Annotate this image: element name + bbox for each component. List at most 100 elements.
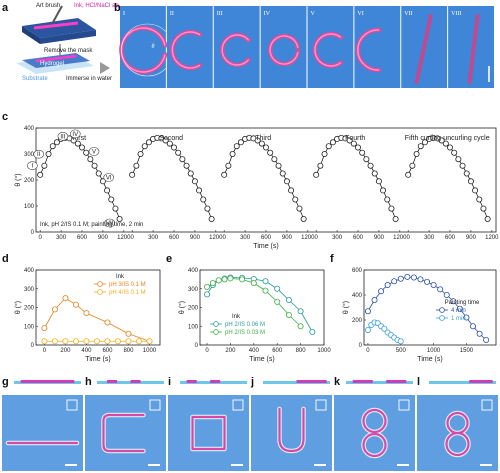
cycle-4-point: [392, 215, 399, 222]
series-2-point: [285, 311, 292, 318]
x-tick-label: 900: [282, 235, 293, 241]
straight-strip-8: [467, 14, 480, 84]
cycle-title-3: Third: [255, 135, 271, 142]
panel-a: a Art brush Ink, HCl/NaCl aq Remove the …: [2, 2, 119, 82]
cycle-5-point: [459, 162, 466, 169]
stage-label-1: I: [32, 164, 34, 170]
cycle-5-line: [407, 137, 489, 220]
inset-icon-l: [481, 399, 493, 411]
x-tick-label: 600: [261, 235, 272, 241]
curled-strip-highlight-4: [269, 35, 299, 65]
stage-label-3: III: [60, 134, 65, 140]
cycle-5-point: [472, 187, 479, 194]
y-tick-label: 100: [24, 324, 35, 330]
x-tick-label: 0: [131, 235, 135, 241]
mini-ink-h: [130, 380, 141, 383]
curled-strip-highlight-5: [314, 33, 342, 67]
stage-marker-4: [69, 129, 81, 139]
series-2-point: [397, 338, 404, 345]
series-1-point: [297, 308, 304, 315]
cycle-5-point: [438, 137, 445, 144]
photo-h: [85, 395, 166, 471]
y-tick-label: 200: [24, 178, 35, 184]
cycle-4-point: [317, 162, 324, 169]
cycle-title-4: Fourth: [345, 135, 365, 142]
x-tick-label: 0: [366, 348, 370, 354]
series-2-point: [381, 325, 388, 332]
panel-e: e 0 100 200 300 400 θ (°) 0 200 400 600 800 1000 Tim…: [166, 253, 331, 363]
y-tick-label: 200: [188, 306, 199, 312]
cycle-4-point: [359, 149, 366, 156]
cycle-2-line: [131, 137, 213, 220]
stage-marker-2: [33, 149, 45, 159]
art-brush-label: Art brush: [36, 3, 60, 9]
y-tick-label: 0: [31, 343, 35, 349]
cycle-3-point: [296, 205, 303, 212]
series-1-point: [470, 323, 477, 330]
cycle-4-point: [346, 137, 353, 144]
cycle-2-point: [196, 187, 203, 194]
bottom-photo-row: g h i j k l: [2, 376, 498, 471]
cycle-4-point: [384, 196, 391, 203]
curled-strip-highlight-3: [221, 34, 250, 66]
x-tick-label: 0: [315, 235, 319, 241]
legend-label-1: pH 2/IS 0.06 M: [225, 322, 265, 328]
cycle-1-point: [74, 140, 81, 147]
panel-label-j: j: [250, 376, 254, 388]
series-1-point: [384, 281, 391, 288]
cycle-2-point: [208, 215, 215, 222]
x-tick-label: 1000: [143, 348, 157, 354]
x-tick-label: 800: [123, 348, 134, 354]
x-tick-label: 0: [39, 235, 43, 241]
chart-note: Ink, pH 2/IS 0.1 M; painting time, 2 min: [40, 222, 143, 228]
x-tick-label: 0: [407, 235, 411, 241]
cycle-4-point: [321, 150, 328, 157]
cycle-1-point: [41, 162, 48, 169]
series-2-point: [364, 326, 371, 333]
y-axis-label: θ (°): [342, 301, 350, 314]
cycle-5-point: [480, 205, 487, 212]
cycle-1-point: [91, 162, 98, 169]
x-tick-label: 300: [424, 235, 435, 241]
x-tick-label: 900: [466, 235, 477, 241]
series-2-point: [62, 338, 69, 345]
cycle-3-point: [233, 143, 240, 150]
panel-label-e: e: [166, 253, 172, 265]
legend-label-2: 1 min: [451, 316, 466, 322]
series-2-point: [204, 283, 211, 290]
series-1-point: [430, 281, 437, 288]
x-tick-label: 300: [56, 235, 67, 241]
series-1-point: [364, 308, 371, 315]
series-1-point: [483, 336, 490, 343]
cycle-4-point: [325, 143, 332, 150]
y-tick-label: 400: [24, 268, 35, 274]
cycle-3-point: [275, 162, 282, 169]
x-tick-label: 500: [396, 348, 407, 354]
legend-marker-2: [97, 289, 103, 295]
series-1-point: [456, 305, 463, 312]
cycle-1-point: [87, 156, 94, 163]
mini-ink-g: [20, 380, 75, 383]
cycle-5-point: [421, 139, 428, 146]
panel-label-c: c: [2, 111, 8, 123]
series-1-point: [424, 278, 431, 285]
stage-marker-6: [103, 173, 115, 182]
mini-ink-i: [186, 380, 197, 383]
photo-b-label-2: II: [170, 11, 174, 17]
x-axis-label: Time (s): [417, 356, 442, 363]
cycle-4-point: [375, 178, 382, 185]
panel-f: f 0 200 400 600 θ (°) 0 500 1000 1500 Time (s) Pai…: [330, 253, 497, 363]
cycle-5-point: [476, 196, 483, 203]
curled-strip-highlight-6: [357, 29, 380, 71]
x-tick-label: 600: [102, 348, 113, 354]
series-2-point: [104, 338, 111, 345]
cycle-1-point: [83, 149, 90, 156]
panel-label-a: a: [2, 2, 9, 14]
straight-strip-7: [414, 14, 433, 84]
cycle-3-point: [237, 139, 244, 146]
mini-strip-l: [429, 381, 496, 384]
panel-label-b: b: [114, 2, 121, 14]
cycle-1-point: [45, 150, 52, 157]
series-2-point: [83, 338, 90, 345]
